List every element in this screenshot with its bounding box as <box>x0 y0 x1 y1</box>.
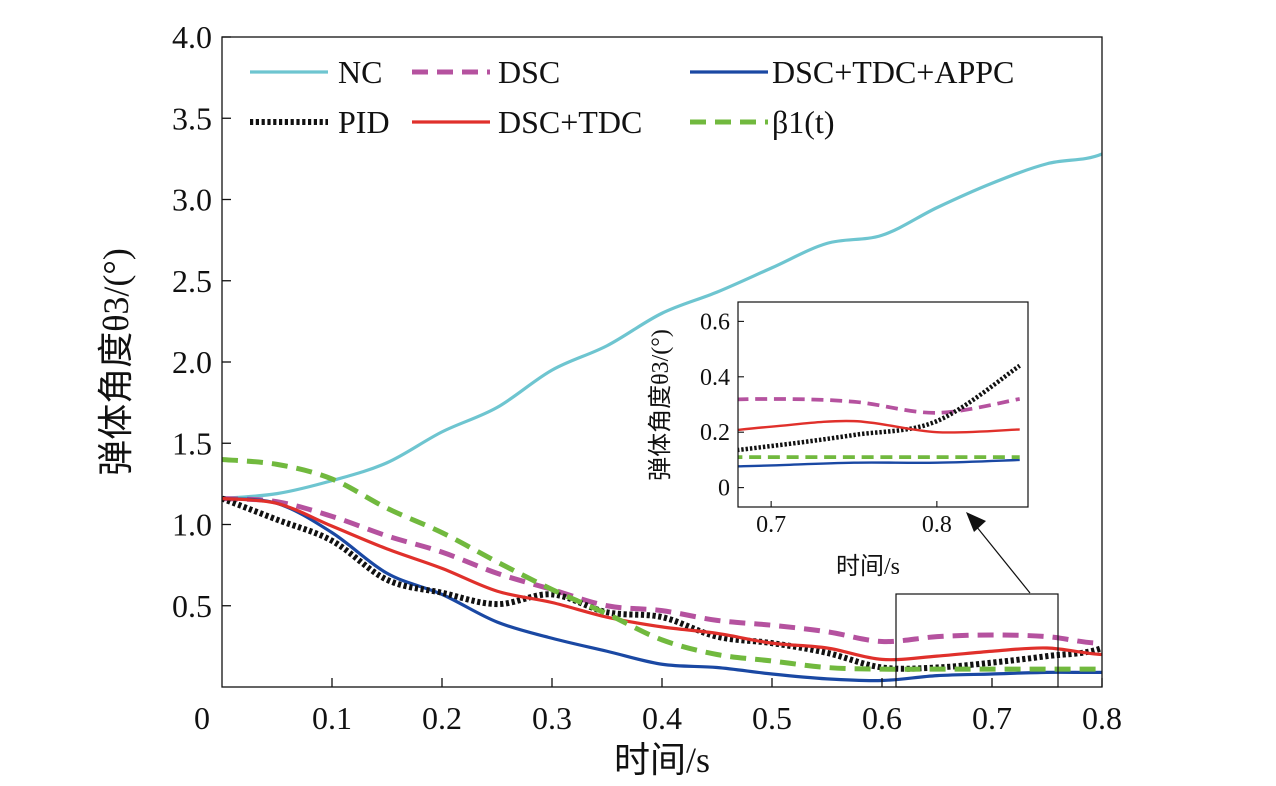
y-tick-label: 0.5 <box>172 588 212 624</box>
legend-label-dsc-tdc-appc: DSC+TDC+APPC <box>772 54 1014 90</box>
legend-label-dsc: DSC <box>498 54 560 90</box>
legend-label-dsc-tdc: DSC+TDC <box>498 104 642 140</box>
inset-x-tick-label: 0.7 <box>756 512 786 538</box>
legend-label-pid: PID <box>338 104 390 140</box>
x-tick-label-0: 0 <box>194 700 210 736</box>
inset-background <box>738 302 1028 507</box>
y-tick-label: 1.5 <box>172 425 212 461</box>
inset-y-tick-label: 0 <box>718 476 730 502</box>
y-tick-label: 4.0 <box>172 19 212 55</box>
zoom-region-box <box>895 593 1059 688</box>
x-tick-label: 0.5 <box>752 700 792 736</box>
x-tick-label: 0.3 <box>532 700 572 736</box>
y-tick-label: 2.0 <box>172 344 212 380</box>
series-line-dsc-tdc <box>222 496 1102 662</box>
inset-x-tick-label: 0.8 <box>922 512 952 538</box>
x-tick-label: 0.2 <box>422 700 462 736</box>
inset-y-tick-label: 0.2 <box>700 420 730 446</box>
series-line-dsc-tdc-appc <box>222 496 1102 683</box>
inset-series-group <box>738 363 1021 468</box>
x-tick-label: 0.6 <box>862 700 902 736</box>
inset-series-line-dsc <box>738 397 1021 415</box>
main-ticks-group: 0.1 0.2 0.3 0.4 0.5 0.6 0.7 0.8 0.5 1.0 1.5 2.0 2.5 3… <box>172 19 1122 736</box>
y-tick-label: 1.0 <box>172 507 212 543</box>
series-line-nc <box>222 152 1102 501</box>
inset-y-tick-label: 0.4 <box>700 365 730 391</box>
inset-series-line-dsc-tdc <box>738 419 1020 434</box>
main-series-group <box>222 152 1102 683</box>
legend: NC DSC DSC+TDC+APPC PID DSC+TDC β1(t) <box>250 54 1014 140</box>
inset-x-axis-label: 时间/s <box>836 553 900 580</box>
y-tick-label: 2.5 <box>172 263 212 299</box>
zoom-arrow-line <box>971 520 1031 594</box>
inset-plot-frame <box>737 301 1029 508</box>
inset-series-line-1-t <box>738 455 1020 460</box>
inset-y-axis-label: 弹体角度θ3/(°) <box>647 329 674 481</box>
series-line-dsc <box>222 496 1102 646</box>
inset-y-tick-label: 0.6 <box>700 309 730 335</box>
y-tick-label: 3.5 <box>172 100 212 136</box>
x-tick-label: 0.4 <box>642 700 682 736</box>
x-tick-label: 0.7 <box>972 700 1012 736</box>
series-line-1-t <box>222 457 1102 672</box>
series-line-pid <box>222 495 1102 672</box>
x-tick-label: 0.1 <box>312 700 352 736</box>
inset-ticks-group: 0.7 0.8 0 0.2 0.4 0.6 <box>700 309 952 538</box>
legend-label-1-t: β1(t) <box>772 104 834 140</box>
inset-series-line-dsc-tdc-appc <box>738 458 1020 468</box>
x-tick-label: 0.8 <box>1082 700 1122 736</box>
y-tick-label: 3.0 <box>172 182 212 218</box>
zoom-arrow-head <box>966 512 986 532</box>
inset-series-line-pid <box>738 363 1021 453</box>
y-axis-label: 弹体角度θ3/(°) <box>96 248 136 476</box>
legend-label-nc: NC <box>338 54 382 90</box>
x-axis-label: 时间/s <box>614 740 710 780</box>
